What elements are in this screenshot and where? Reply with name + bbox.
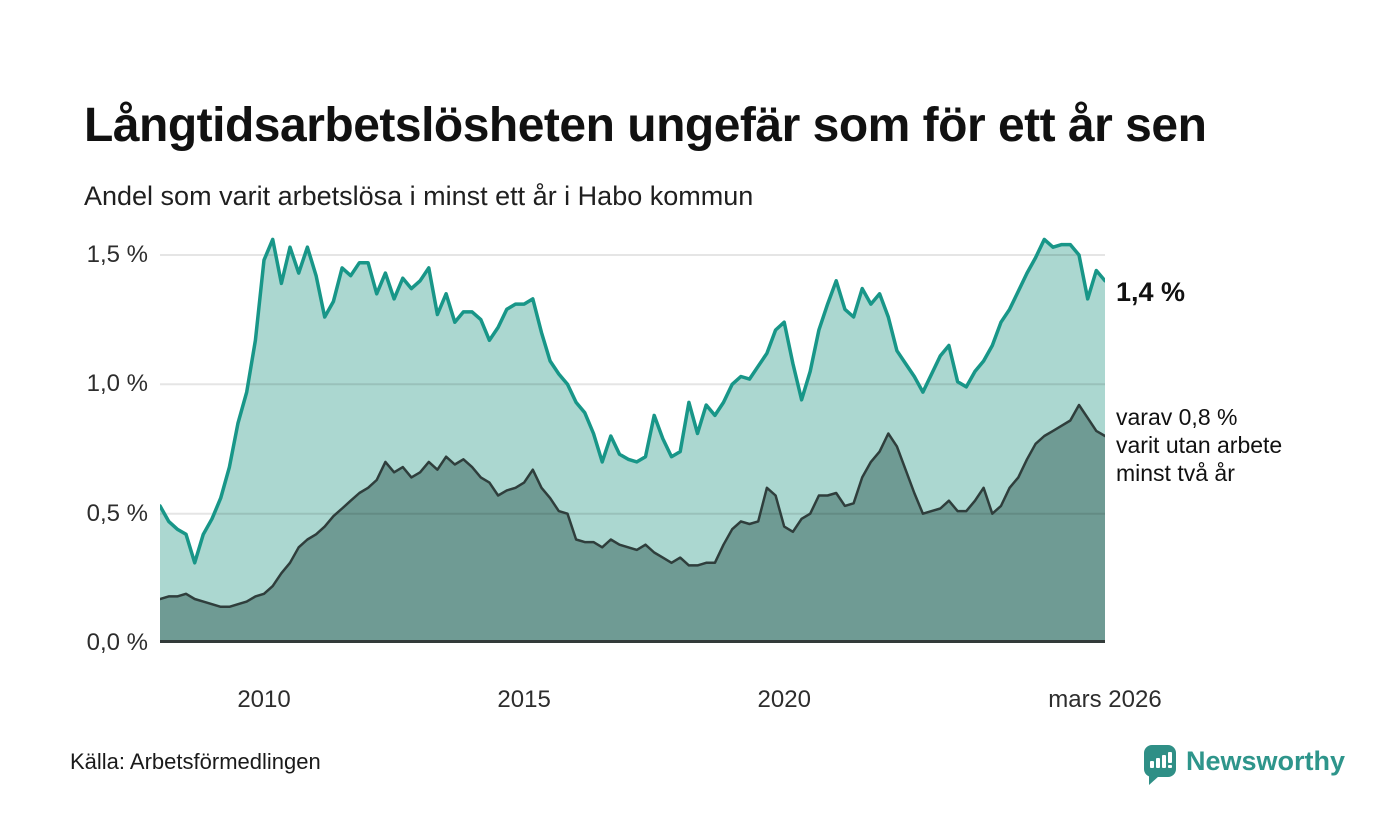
page-title: Långtidsarbetslösheten ungefär som för e… [84,99,1207,153]
chart-subtitle: Andel som varit arbetslösa i minst ett å… [84,181,754,211]
secondary-label-line2: varit utan arbete [1116,432,1283,458]
x-tick-label: 2010 [237,686,291,713]
x-tick-label: mars 2026 [1048,686,1162,713]
source-text: Källa: Arbetsförmedlingen [70,749,321,774]
y-tick-label: 0,5 % [86,499,148,527]
secondary-label-line3: minst två år [1116,460,1235,486]
x-tick-label: 2020 [757,686,811,713]
current-value-label: 1,4 % [1116,277,1186,307]
area-chart-plot [158,230,1107,643]
logo-exclamation-bar [1168,752,1172,763]
y-tick-label: 1,5 % [86,240,148,268]
logo-exclamation-dot [1168,765,1172,768]
brand-name: Newsworthy [1186,746,1346,776]
logo-bar-2 [1156,758,1160,768]
bar-chart-speech-bubble-icon [1144,745,1176,785]
area-chart-svg [158,237,1107,643]
logo-bar-1 [1150,761,1154,768]
x-tick-label: 2015 [497,686,551,713]
secondary-series-label: varav 0,8 % varit utan arbete minst två … [1116,403,1282,487]
y-tick-label: 1,0 % [86,370,148,398]
secondary-label-line1: varav 0,8 % [1116,404,1238,430]
y-tick-label: 0,0 % [86,629,148,656]
logo-bar-3 [1162,755,1166,768]
